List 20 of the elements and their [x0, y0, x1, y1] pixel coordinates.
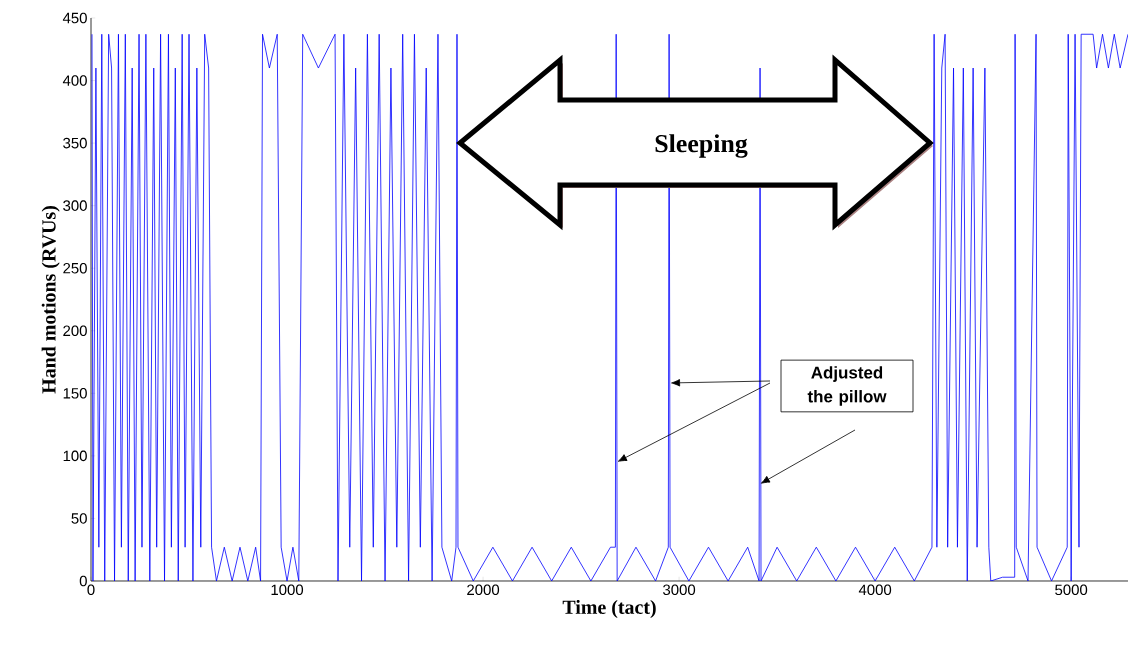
annotation: Adjusted the pillow: [807, 366, 887, 406]
y-tick-label: 200: [63, 325, 87, 337]
y-tick-label: 0: [79, 575, 87, 587]
annotation: Sleeping: [655, 134, 748, 158]
y-tick-label: 350: [63, 137, 87, 149]
x-tick-label: 5000: [1055, 584, 1088, 596]
y-tick-label: 300: [63, 200, 87, 211]
y-tick-label: 400: [62, 75, 87, 86]
x-tick-label: 3000: [663, 584, 696, 596]
y-tick-label: 450: [62, 12, 87, 24]
x-tick-label: 2000: [467, 584, 500, 596]
y-tick-label: 100: [63, 450, 87, 462]
x-tick-label: 1000: [271, 584, 304, 596]
y-tick-label: 150: [63, 388, 87, 399]
y-tick-label: 50: [71, 513, 87, 524]
x-axis-title: Time (tact): [562, 599, 656, 618]
x-tick-label: 0: [87, 584, 95, 596]
x-tick-label: 4000: [858, 584, 892, 596]
y-axis-title: Hand motions (RVUs): [41, 206, 60, 394]
y-tick-label: 250: [63, 262, 87, 274]
